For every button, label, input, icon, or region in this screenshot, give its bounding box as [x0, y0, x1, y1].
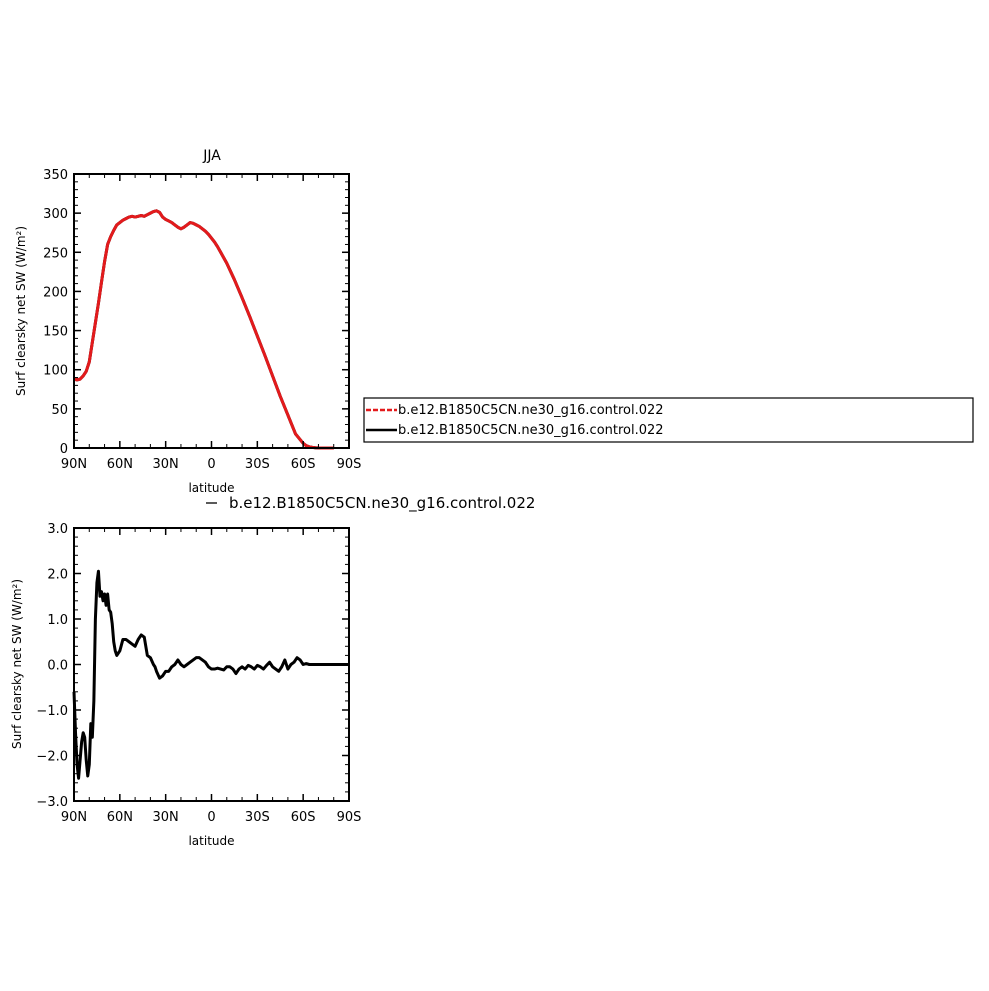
top-y-tick-label: 250: [43, 246, 68, 261]
top-y-tick-label: 50: [51, 403, 68, 418]
diff-legend-entry: b.e12.B1850C5CN.ne30_g16.control.022: [229, 494, 535, 513]
top-x-tick-label: 0: [207, 457, 215, 472]
bottom-panel: 90N 60N 30N 0 30S 60S 90S −3.0 −2.0 −1.0 0.0 1.0 2.0…: [10, 522, 361, 848]
bottom-y-tick-label: −2.0: [36, 750, 68, 765]
y-axis-label-2: Surf clearsky net SW (W/m²): [10, 579, 24, 749]
top-series-line-1: [73, 209, 334, 450]
bottom-y-tick-label: 0.0: [47, 659, 68, 674]
bottom-x-tick-label: 30S: [245, 810, 270, 825]
bottom-x-tick-label: 60N: [107, 810, 133, 825]
diff-legend: b.e12.B1850C5CN.ne30_g16.control.022: [206, 494, 535, 513]
bottom-x-tick-label: 0: [207, 810, 215, 825]
bottom-x-tick-label: 90N: [61, 810, 87, 825]
top-series-line-0: [73, 209, 334, 450]
bottom-x-tick-label: 60S: [291, 810, 316, 825]
top-x-tick-label: 90N: [61, 457, 87, 472]
top-y-tick-label: 150: [43, 325, 68, 340]
bottom-x-tick-label: 90S: [337, 810, 362, 825]
top-y-tick-label: 350: [43, 168, 68, 183]
top-x-tick-label: 90S: [337, 457, 362, 472]
top-x-tick-label: 60S: [291, 457, 316, 472]
plot-frame: [73, 173, 350, 449]
y-axis-label: Surf clearsky net SW (W/m²): [14, 226, 28, 396]
top-y-tick-label: 0: [60, 442, 68, 457]
x-axis-label: latitude: [188, 481, 234, 495]
top-x-tick-label: 30S: [245, 457, 270, 472]
top-panel: JJA 90N 60N 30N 0 30S 60S 90S 0 50 100 150 200 250 30…: [14, 148, 361, 495]
top-x-tick-label: 60N: [107, 457, 133, 472]
legend-box: [363, 397, 974, 443]
bottom-x-tick-label: 30N: [153, 810, 179, 825]
top-y-tick-label: 100: [43, 364, 68, 379]
bottom-y-tick-label: −1.0: [36, 704, 68, 719]
top-y-tick-label: 300: [43, 207, 68, 222]
bottom-y-tick-label: 2.0: [47, 568, 68, 583]
top-x-tick-label: 30N: [153, 457, 179, 472]
bottom-series-line-0: [72, 569, 349, 780]
legend: b.e12.B1850C5CN.ne30_g16.control.022 b.e…: [363, 397, 974, 443]
legend-entry-1: b.e12.B1850C5CN.ne30_g16.control.022: [398, 403, 664, 418]
top-y-tick-label: 200: [43, 285, 68, 300]
bottom-y-tick-label: 3.0: [47, 522, 68, 537]
chart-title: JJA: [202, 148, 221, 164]
legend-entry-2: b.e12.B1850C5CN.ne30_g16.control.022: [398, 423, 664, 438]
bottom-y-tick-label: −3.0: [36, 795, 68, 810]
x-axis-label-2: latitude: [188, 834, 234, 848]
bottom-y-tick-label: 1.0: [47, 613, 68, 628]
